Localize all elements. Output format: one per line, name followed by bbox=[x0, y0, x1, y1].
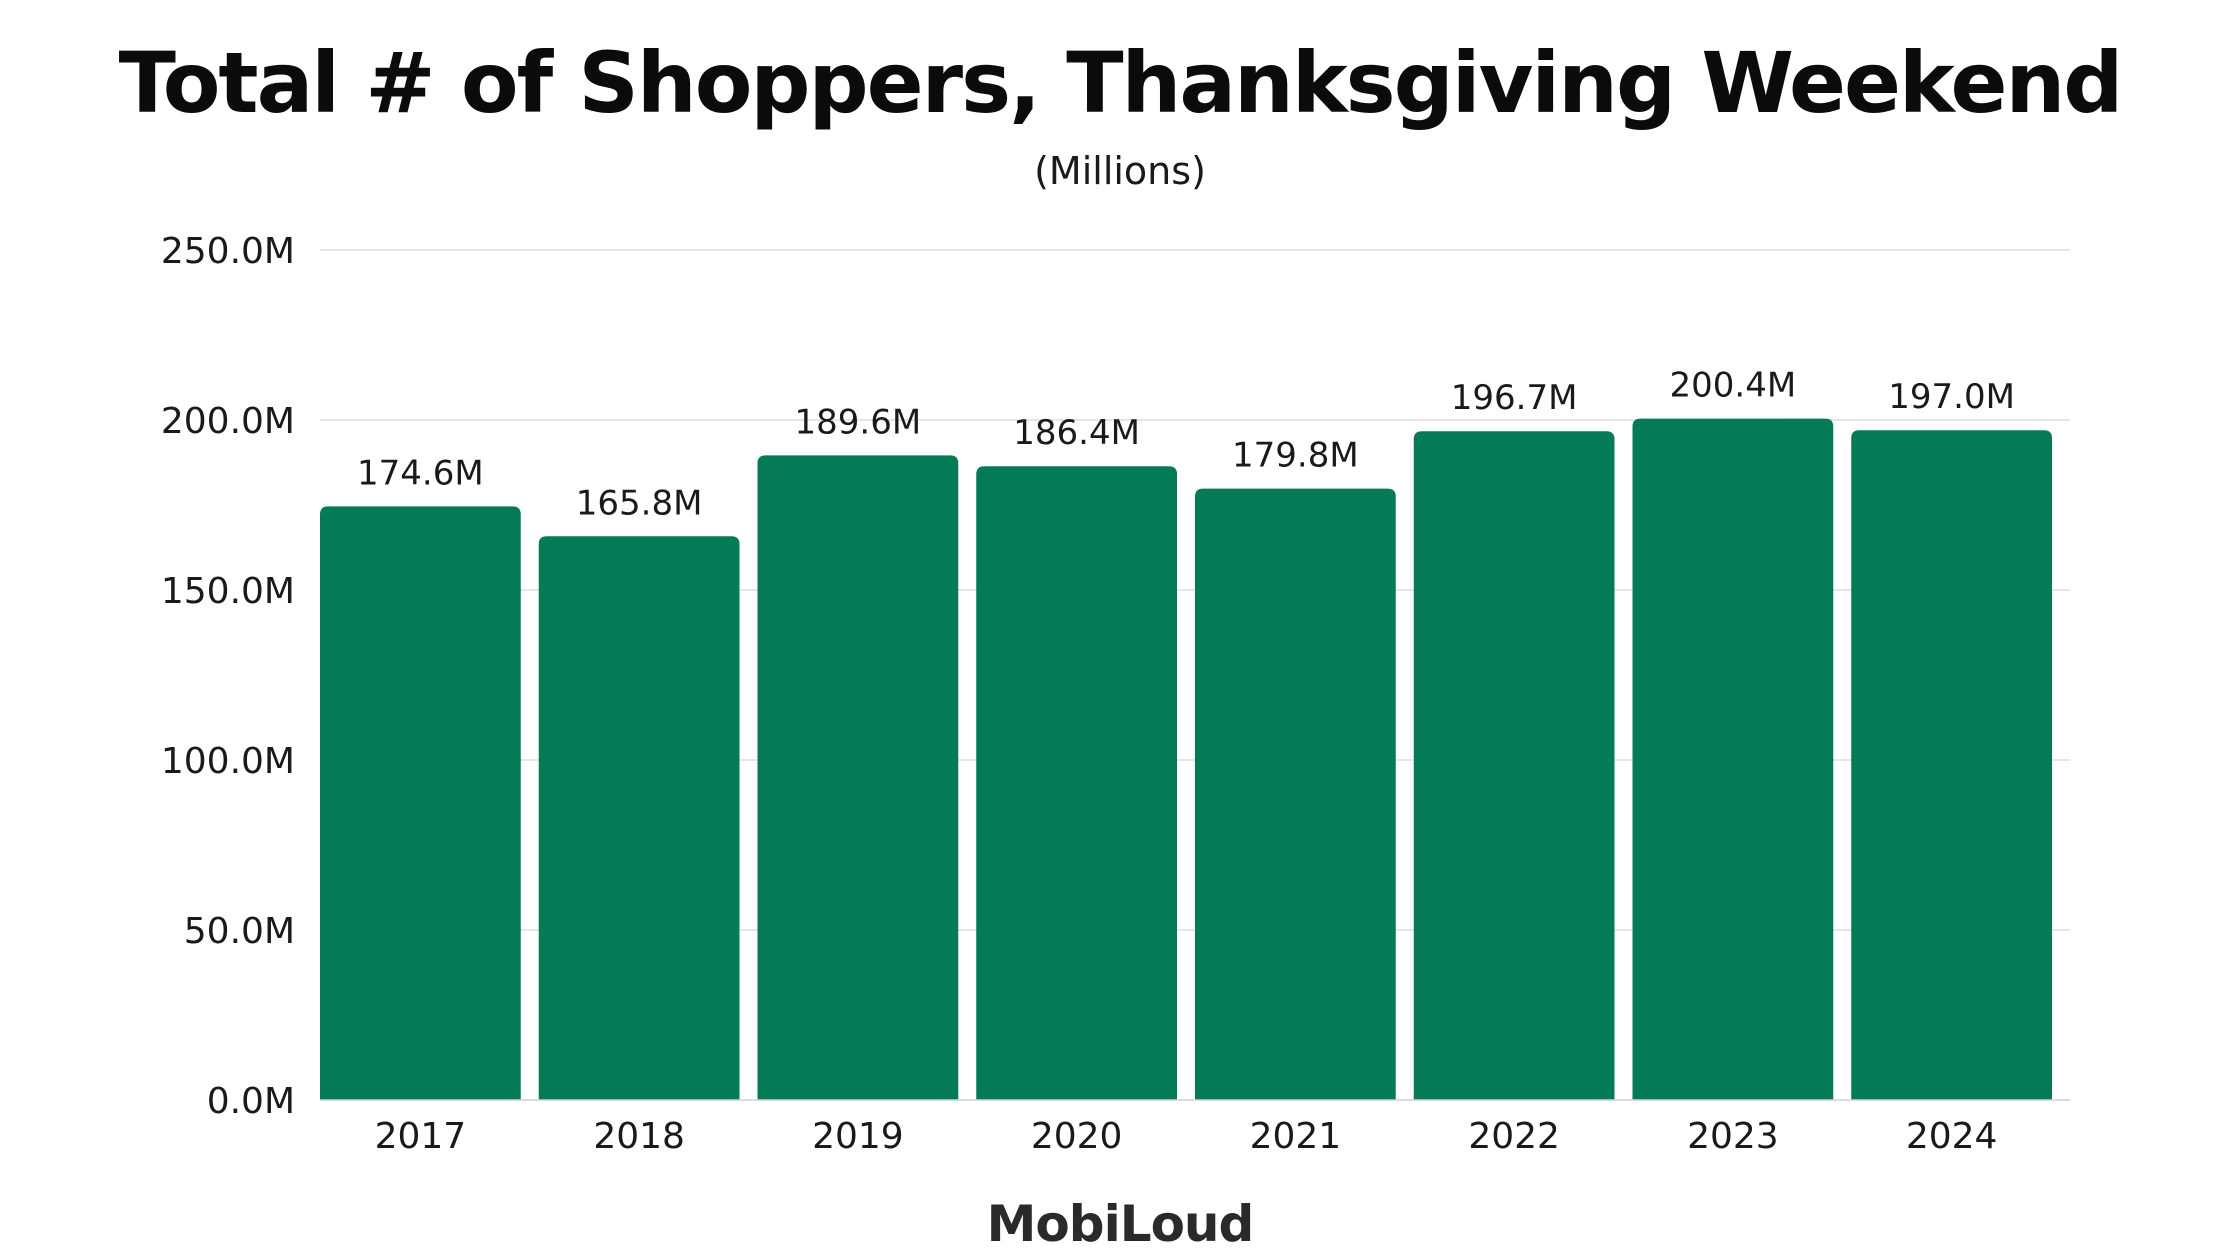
bar-2022 bbox=[1413, 431, 1615, 1101]
bar-value-label: 179.8M bbox=[1232, 436, 1359, 476]
x-axis-tick-labels: 2017 2018 2019 2020 2021 2022 2023 2024 bbox=[375, 1116, 1998, 1157]
x-tick-label: 2022 bbox=[1468, 1116, 1560, 1157]
bar-value-label: 165.8M bbox=[576, 483, 703, 523]
bar-2024 bbox=[1851, 430, 2052, 1100]
mobiloud-logo: MobiLoud bbox=[986, 1195, 1255, 1253]
y-tick-label: 250.0M bbox=[161, 231, 295, 272]
bar-2020 bbox=[976, 466, 1177, 1100]
bars bbox=[320, 418, 2052, 1101]
bar-value-label: 186.4M bbox=[1013, 413, 1140, 453]
bar-value-label: 189.6M bbox=[795, 402, 922, 442]
chart-subtitle: (Millions) bbox=[1034, 149, 1206, 193]
x-tick-label: 2021 bbox=[1250, 1116, 1342, 1157]
x-tick-label: 2024 bbox=[1906, 1116, 1998, 1157]
bar-2017 bbox=[320, 506, 521, 1100]
x-tick-label: 2020 bbox=[1031, 1116, 1123, 1157]
bar-value-label: 200.4M bbox=[1670, 366, 1797, 406]
x-tick-label: 2023 bbox=[1687, 1116, 1779, 1157]
y-tick-label: 0.0M bbox=[207, 1081, 295, 1122]
x-tick-label: 2019 bbox=[812, 1116, 904, 1157]
bar-2018 bbox=[538, 536, 740, 1100]
y-tick-label: 150.0M bbox=[161, 571, 295, 612]
chart-title: Total # of Shoppers, Thanksgiving Weeken… bbox=[118, 34, 2124, 132]
y-tick-label: 50.0M bbox=[184, 911, 295, 952]
y-tick-label: 200.0M bbox=[161, 401, 295, 442]
bar-value-label: 196.7M bbox=[1451, 378, 1578, 418]
bar-2021 bbox=[1195, 488, 1396, 1100]
bar-value-label: 174.6M bbox=[357, 453, 484, 493]
x-tick-label: 2017 bbox=[375, 1116, 467, 1157]
y-tick-label: 100.0M bbox=[161, 741, 295, 782]
bar-value-label: 197.0M bbox=[1888, 377, 2015, 417]
bar-value-labels: 174.6M 165.8M 189.6M 186.4M 179.8M 196.7M 200.… bbox=[357, 366, 2015, 524]
bar-2023 bbox=[1632, 418, 1834, 1100]
x-tick-label: 2018 bbox=[593, 1116, 685, 1157]
bar-2019 bbox=[757, 455, 959, 1100]
y-axis-tick-labels: 0.0M 50.0M 100.0M 150.0M 200.0M 250.0M bbox=[161, 231, 295, 1122]
